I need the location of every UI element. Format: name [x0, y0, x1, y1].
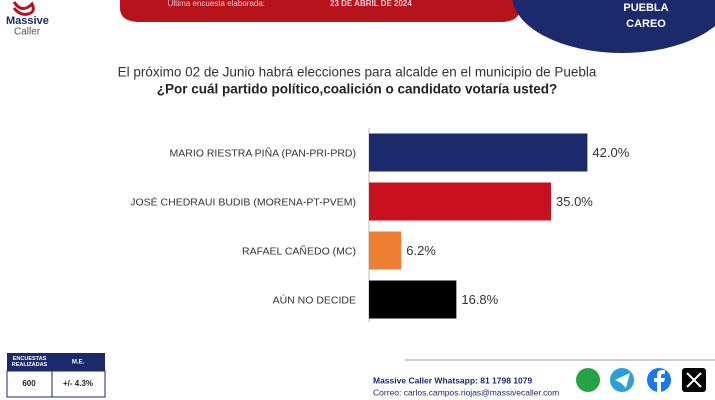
table-body	[6, 370, 106, 398]
value-label: 35.0%	[556, 194, 593, 209]
category-label: RAFAEL CAÑEDO (MC)	[242, 244, 356, 257]
table-header-0: ENCUESTAS REALIZADAS	[11, 356, 48, 368]
value-label: 16.8%	[461, 292, 498, 307]
info-table: ENCUESTAS REALIZADAS M.E. 600 +/- 4.3%	[6, 353, 106, 398]
chart-title: El próximo 02 de Junio habrá elecciones …	[118, 65, 597, 80]
category-label: MARIO RIESTRA PIÑA (PAN-PRI-PRD)	[170, 146, 357, 159]
bar	[369, 231, 402, 270]
survey-label: Última encuesta elaborada:	[168, 0, 265, 8]
category-label: JOSÉ CHEDRAUI BUDIB (MORENA-PT-PVEM)	[130, 195, 356, 208]
table-cell: +/- 4.3%	[63, 379, 93, 388]
survey-date: 23 DE ABRIL DE 2024	[330, 0, 412, 8]
logo-line1: Massive	[6, 15, 49, 27]
header-band	[120, 0, 520, 22]
footer-email: Correo: carlos.campos.riojas@massivecall…	[373, 387, 559, 397]
bar	[369, 133, 588, 172]
telegram-glyph	[615, 373, 630, 388]
whatsapp-icon[interactable]	[576, 368, 600, 392]
table-header-cell: ENCUESTAS REALIZADAS	[11, 356, 48, 368]
region-subtitle: CAREO	[626, 18, 666, 30]
bar	[369, 280, 457, 319]
value-label: 42.0%	[592, 145, 629, 160]
table-cell: 600	[22, 379, 36, 388]
region-badge	[512, 0, 715, 53]
value-label: 6.2%	[406, 243, 436, 258]
table-header	[7, 353, 105, 371]
logo-mark	[12, 1, 35, 16]
x-glyph	[686, 372, 702, 388]
facebook-glyph	[654, 370, 665, 392]
category-label: AÚN NO DECIDE	[273, 293, 356, 306]
chart-subtitle: ¿Por cuál partido político,coalición o c…	[157, 82, 558, 97]
footer-whatsapp: Massive Caller Whatsapp: 81 1798 1079	[373, 375, 532, 385]
logo-line2: Caller	[14, 27, 41, 38]
region: PUEBLA	[623, 2, 668, 14]
bar	[369, 182, 551, 221]
table-header-1: M.E.	[72, 360, 85, 366]
